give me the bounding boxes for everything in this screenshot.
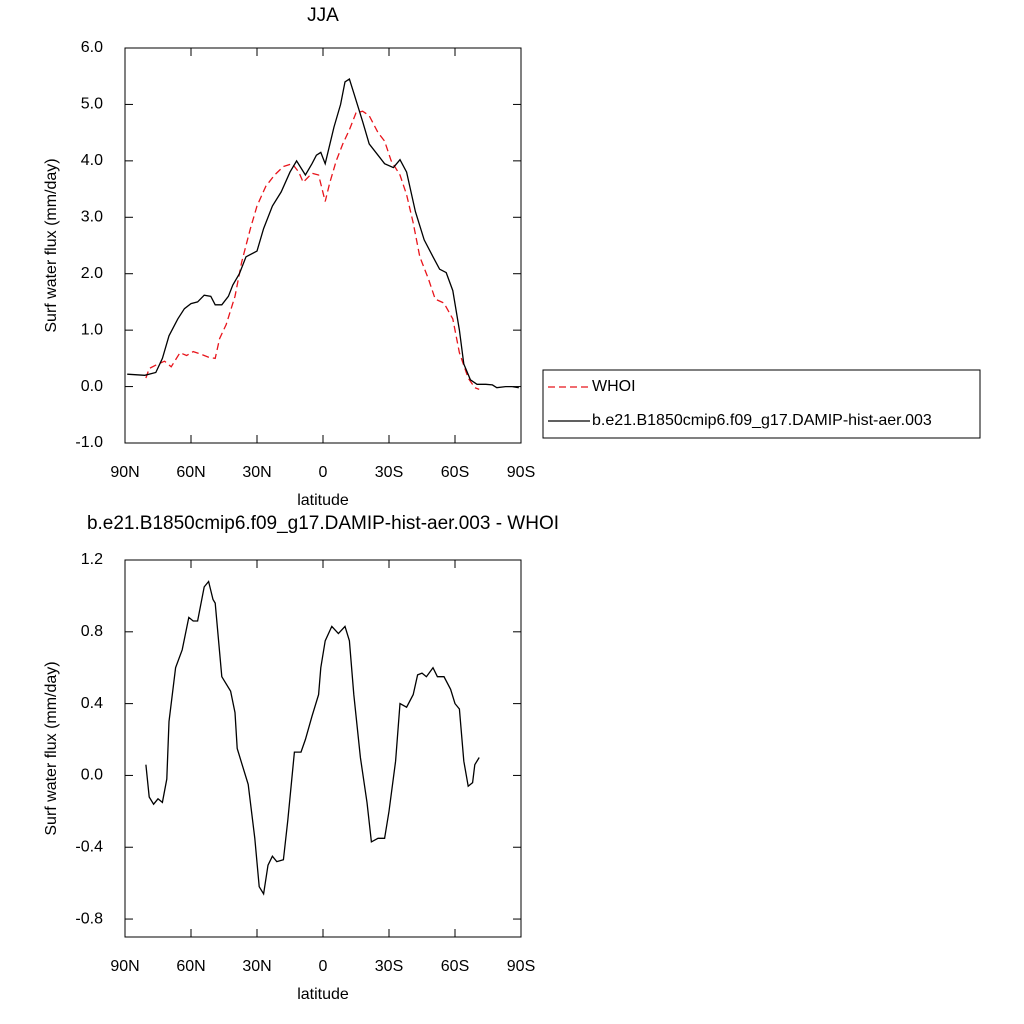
x-tick-label: 90S — [507, 464, 535, 481]
y-tick-label: 0.0 — [81, 378, 103, 395]
y-tick-label: 4.0 — [81, 152, 103, 169]
plot-frame — [124, 47, 522, 444]
y-tick-label: -0.4 — [75, 838, 103, 855]
x-axis-label: latitude — [297, 492, 349, 509]
y-tick-label: 0.8 — [81, 623, 103, 640]
x-tick-label: 60N — [176, 464, 205, 481]
x-tick-label: 60N — [176, 958, 205, 975]
plot-frame — [124, 559, 522, 938]
legend-label: b.e21.B1850cmip6.f09_g17.DAMIP-hist-aer.… — [592, 412, 932, 429]
y-tick-label: 6.0 — [81, 39, 103, 56]
y-tick-label: 3.0 — [81, 209, 103, 226]
chart-title: JJA — [307, 5, 339, 26]
legend-box — [542, 369, 981, 439]
x-tick-label: 90S — [507, 958, 535, 975]
x-tick-label: 30S — [375, 464, 403, 481]
x-tick-label: 30N — [242, 958, 271, 975]
x-tick-label: 0 — [319, 464, 328, 481]
data-line — [145, 110, 480, 391]
x-axis-label: latitude — [297, 986, 349, 1003]
data-line — [127, 77, 519, 389]
y-tick-label: -1.0 — [75, 434, 103, 451]
chart-title: b.e21.B1850cmip6.f09_g17.DAMIP-hist-aer.… — [87, 513, 559, 534]
x-tick-label: 60S — [441, 958, 469, 975]
x-tick-label: 0 — [319, 958, 328, 975]
data-line — [145, 580, 480, 896]
x-tick-label: 90N — [110, 464, 139, 481]
y-tick-label: 0.4 — [81, 695, 103, 712]
x-tick-label: 90N — [110, 958, 139, 975]
y-tick-label: 1.0 — [81, 321, 103, 338]
x-tick-label: 30S — [375, 958, 403, 975]
y-tick-label: -0.8 — [75, 910, 103, 927]
y-tick-label: 2.0 — [81, 265, 103, 282]
y-axis-label: Surf water flux (mm/day) — [43, 661, 60, 835]
y-tick-label: 5.0 — [81, 96, 103, 113]
x-tick-label: 30N — [242, 464, 271, 481]
y-tick-label: 0.0 — [81, 767, 103, 784]
legend-label: WHOI — [592, 378, 636, 395]
y-tick-label: 1.2 — [81, 551, 103, 568]
y-axis-label: Surf water flux (mm/day) — [43, 158, 60, 332]
x-tick-label: 60S — [441, 464, 469, 481]
